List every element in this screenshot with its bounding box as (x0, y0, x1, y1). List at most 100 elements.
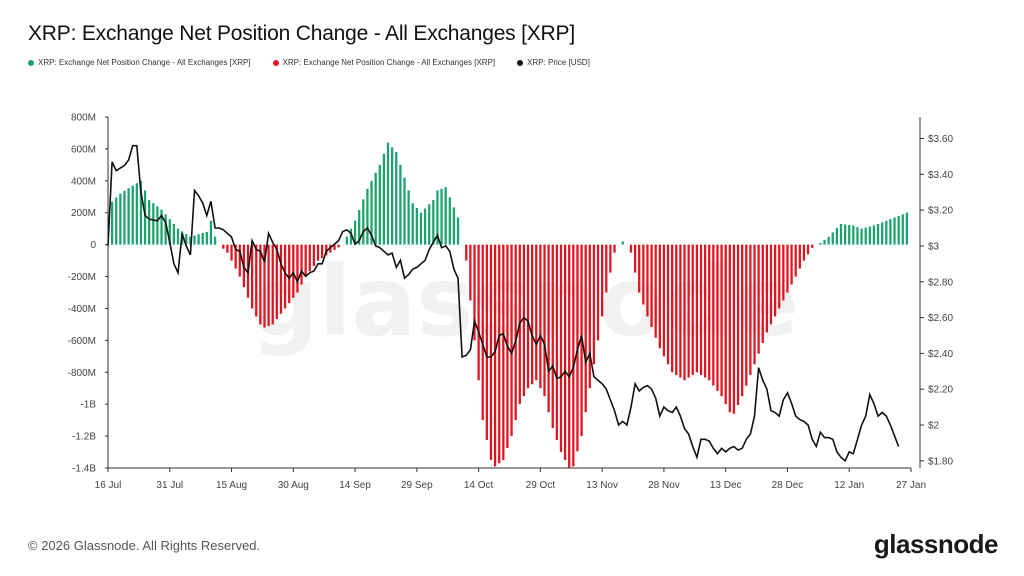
outflow-bar (230, 244, 233, 261)
inflow-bar (827, 236, 830, 245)
x-tick-label: 15 Aug (216, 480, 247, 491)
outflow-bar (316, 244, 320, 261)
axes: 800M 600M 400M 200M 0 -200M -400M -600M -800M -1B… (68, 113, 954, 492)
right-tick-label: $2.40 (928, 349, 953, 360)
inflow-bar (852, 225, 855, 245)
outflow-bar (806, 244, 810, 255)
x-tick-label: 14 Oct (464, 480, 494, 491)
legend-label-positive: XRP: Exchange Net Position Change - All … (38, 58, 251, 67)
left-tick-label: -400M (68, 304, 96, 315)
outflow-bar (493, 244, 497, 467)
outflow-bar (300, 244, 303, 285)
legend-item-positive[interactable]: XRP: Exchange Net Position Change - All … (28, 58, 251, 67)
inflow-bar (209, 220, 213, 245)
inflow-bar (407, 190, 410, 245)
price-line (107, 144, 900, 463)
inflow-bar (419, 212, 423, 245)
outflow-bar (502, 244, 505, 461)
inflow-bar (399, 164, 402, 245)
inflow-bar (131, 185, 134, 245)
inflow-bar (370, 180, 373, 245)
left-tick-label: 400M (71, 176, 96, 187)
inflow-bar (185, 234, 188, 245)
outflow-bar (238, 244, 241, 277)
legend-dot-price (517, 59, 524, 66)
outflow-bar (279, 244, 283, 314)
inflow-bar (856, 227, 859, 245)
x-tick-label: 14 Sep (339, 480, 371, 491)
inflow-bar (362, 199, 365, 245)
legend-item-price[interactable]: XRP: Price [USD] (517, 58, 590, 67)
inflow-bar (193, 235, 196, 245)
inflow-bar (403, 177, 406, 245)
outflow-bar (753, 244, 756, 365)
outflow-bar (255, 244, 258, 317)
outflow-bar (563, 244, 567, 461)
outflow-bar (712, 244, 715, 386)
outflow-bar (757, 244, 760, 354)
inflow-bar (860, 228, 863, 245)
inflow-bar (135, 183, 138, 245)
left-tick-label: -1.4B (72, 464, 96, 475)
legend-label-negative: XRP: Exchange Net Position Change - All … (282, 58, 496, 67)
inflow-bar (172, 223, 176, 245)
outflow-bar (811, 244, 814, 248)
outflow-bar (798, 244, 801, 269)
right-tick-label: $1.80 (928, 456, 953, 467)
outflow-bar (642, 244, 645, 305)
left-tick-label: -200M (68, 272, 96, 283)
left-tick-label: 0 (90, 240, 96, 251)
outflow-bar (526, 244, 530, 389)
outflow-bar (321, 244, 324, 258)
outflow-bar (613, 244, 616, 253)
inflow-bar (823, 239, 826, 245)
left-tick-label: -1B (80, 400, 96, 411)
inflow-bar (893, 217, 896, 245)
outflow-bar (337, 244, 340, 248)
inflow-bar (872, 225, 876, 245)
outflow-bar (765, 244, 769, 333)
outflow-bar (296, 244, 299, 293)
inflow-bar (378, 164, 381, 245)
legend-dot-negative (272, 59, 279, 66)
outflow-bar (489, 244, 493, 461)
outflow-bar (312, 244, 316, 266)
outflow-bar (283, 244, 287, 309)
inflow-bar (115, 197, 118, 245)
outflow-bar (572, 244, 575, 467)
inflow-bar (885, 220, 888, 245)
right-tick-label: $2.80 (928, 277, 953, 288)
inflow-bar (819, 243, 822, 245)
inflow-bar (843, 224, 847, 245)
outflow-bar (790, 244, 793, 285)
outflow-bar (605, 244, 608, 293)
inflow-bar (189, 236, 192, 245)
inflow-bar (374, 172, 377, 245)
x-tick-label: 27 Jan (896, 480, 926, 491)
outflow-bar (703, 244, 707, 378)
outflow-bar (473, 244, 476, 341)
inflow-bar (411, 203, 414, 245)
x-tick-label: 30 Aug (278, 480, 309, 491)
outflow-bar (465, 244, 468, 261)
inflow-bar (901, 214, 904, 245)
inflow-bar (428, 204, 431, 245)
outflow-bar (778, 244, 781, 309)
outflow-bar (732, 244, 736, 414)
inflow-bar (395, 152, 398, 245)
inflow-bar (139, 180, 143, 245)
inflow-bar (345, 236, 348, 245)
legend: XRP: Exchange Net Position Change - All … (28, 58, 590, 67)
outflow-bar (679, 244, 682, 378)
legend-item-negative[interactable]: XRP: Exchange Net Position Change - All … (272, 58, 496, 67)
inflow-bar (110, 201, 114, 245)
inflow-bar (366, 188, 369, 245)
outflow-bar (510, 244, 513, 437)
outflow-bar (559, 244, 563, 453)
outflow-bar (724, 244, 727, 405)
outflow-bar (259, 244, 262, 325)
glassnode-logo: glassnode (873, 529, 999, 559)
outflow-bar (654, 244, 657, 338)
outflow-bar (275, 244, 278, 320)
inflow-bar (436, 190, 439, 245)
